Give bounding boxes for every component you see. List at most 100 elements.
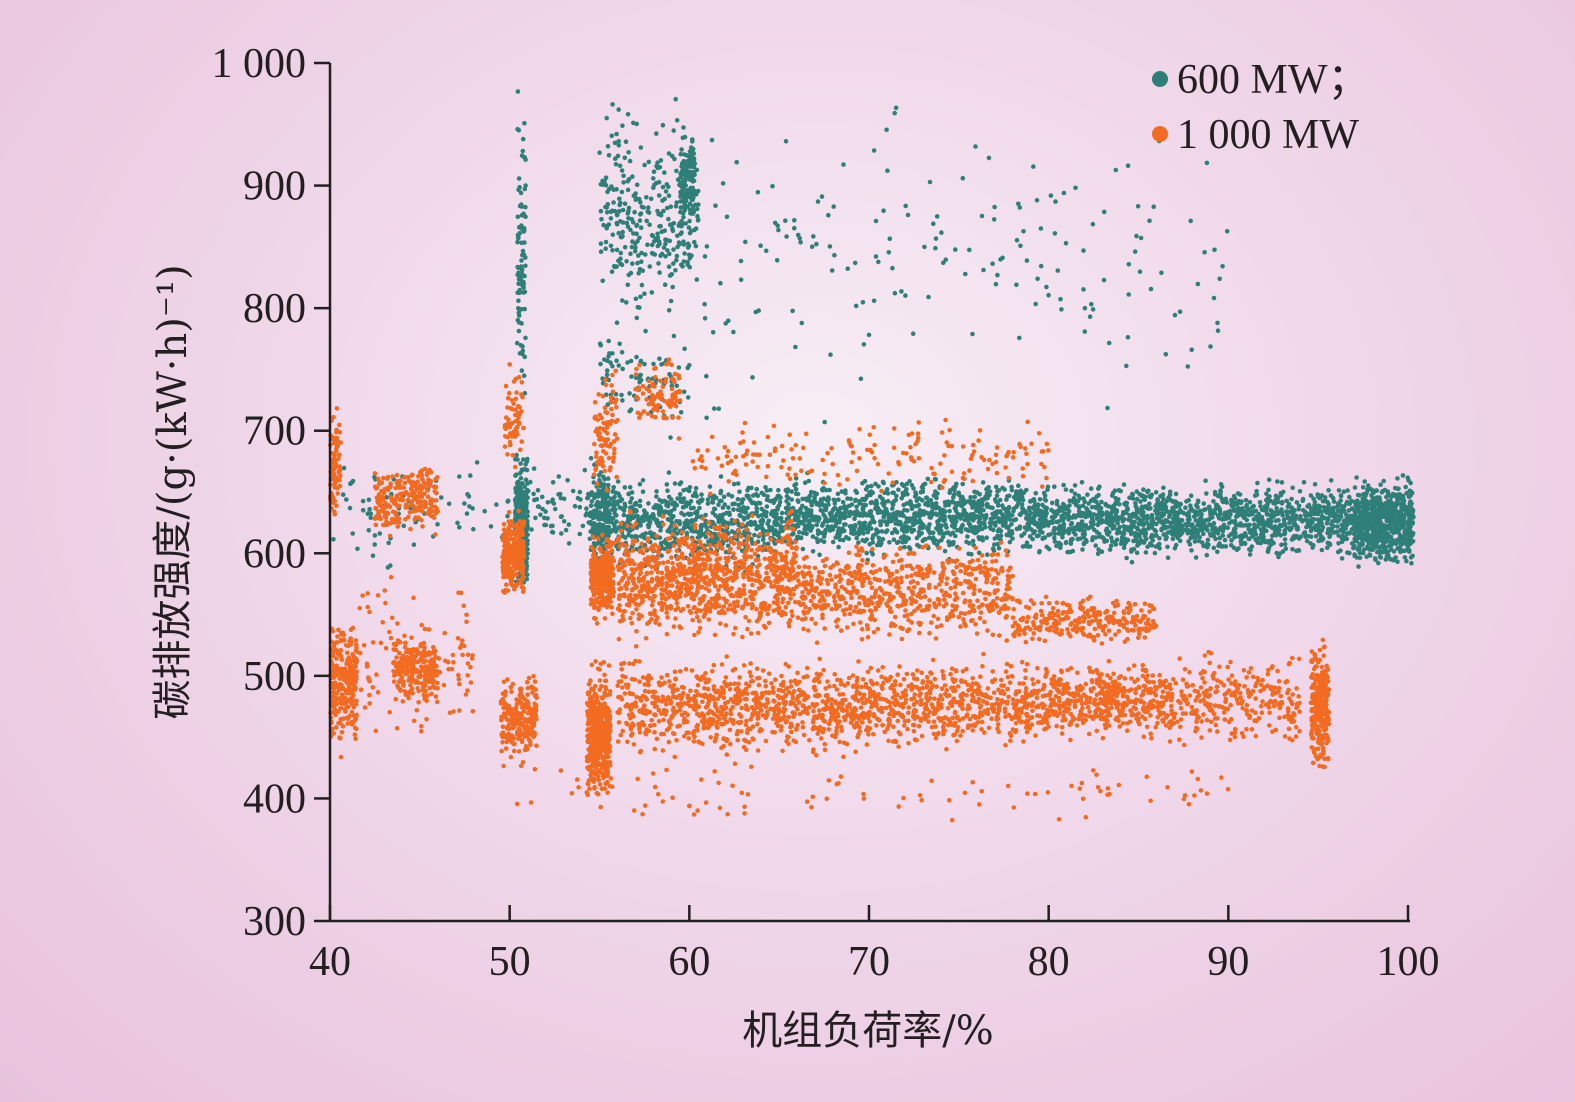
data-point [671, 261, 676, 266]
data-point [1124, 500, 1130, 506]
data-point [841, 162, 846, 167]
data-point [1312, 482, 1318, 487]
data-point [931, 221, 936, 226]
data-point [1282, 537, 1288, 542]
data-point [516, 320, 522, 325]
data-point [1006, 504, 1012, 510]
data-point [1279, 523, 1284, 529]
data-point [1081, 248, 1086, 253]
data-point [821, 534, 827, 539]
data-point [925, 499, 931, 505]
data-point [625, 187, 631, 193]
data-point [1373, 514, 1378, 520]
data-point [881, 208, 886, 213]
data-point [884, 509, 890, 515]
data-point [694, 514, 700, 520]
data-point [593, 523, 599, 529]
data-point [954, 481, 959, 487]
data-point [1037, 497, 1043, 502]
data-point [518, 476, 524, 481]
data-point [1264, 511, 1270, 517]
data-point [909, 506, 915, 512]
data-point [1360, 505, 1366, 510]
data-point [696, 202, 701, 207]
data-point [735, 481, 741, 486]
data-point [602, 528, 608, 533]
data-point [1208, 509, 1213, 515]
data-point [515, 214, 521, 220]
data-point [846, 510, 852, 516]
data-point [657, 497, 662, 503]
data-point [654, 489, 659, 494]
data-point [734, 159, 739, 165]
data-point [1188, 493, 1194, 499]
data-point [947, 490, 952, 496]
data-point [687, 485, 693, 490]
data-point [666, 470, 672, 475]
data-point [691, 156, 697, 161]
data-point [1260, 533, 1265, 538]
data-point [663, 241, 668, 247]
data-point [946, 539, 951, 544]
data-point [651, 169, 657, 174]
data-point [516, 313, 522, 318]
data-point [698, 527, 704, 533]
data-point [1354, 555, 1360, 560]
data-point [610, 232, 616, 237]
data-point [1385, 489, 1390, 494]
data-point [1177, 309, 1183, 315]
data-point [1296, 503, 1302, 509]
data-point [980, 480, 986, 485]
data-point [1061, 521, 1067, 527]
data-point [520, 283, 525, 288]
data-point [1319, 516, 1325, 522]
data-point [1356, 564, 1361, 569]
data-point [1376, 528, 1382, 533]
data-point [1000, 485, 1005, 491]
data-point [1257, 500, 1263, 505]
data-point [913, 503, 919, 509]
data-point [1240, 511, 1245, 517]
data-point [1163, 352, 1169, 357]
data-point [1067, 498, 1073, 504]
data-point [1222, 513, 1227, 519]
data-point [899, 289, 904, 294]
data-point [1177, 533, 1182, 538]
data-point [654, 494, 659, 499]
data-point [677, 492, 683, 497]
data-point [625, 360, 630, 365]
data-point [798, 240, 803, 245]
data-point [1250, 534, 1255, 539]
data-point [854, 490, 860, 496]
data-point [522, 490, 527, 496]
data-point [1016, 483, 1021, 489]
data-point [684, 190, 690, 195]
data-point [870, 536, 875, 541]
data-point [525, 456, 530, 462]
data-point [1354, 475, 1359, 480]
data-point [959, 524, 964, 530]
data-point [810, 534, 816, 539]
data-point [885, 491, 891, 496]
data-point [629, 534, 635, 539]
data-point [1352, 543, 1357, 549]
data-point [625, 112, 631, 117]
data-point [956, 490, 961, 496]
data-point [597, 341, 603, 347]
data-point [615, 153, 621, 159]
data-point [694, 277, 700, 282]
data-point [1410, 521, 1415, 526]
data-point [519, 368, 525, 373]
data-point [591, 511, 596, 516]
data-point [666, 308, 672, 313]
data-point [1268, 512, 1274, 518]
data-point [625, 211, 631, 216]
data-point [608, 216, 614, 221]
data-point [677, 496, 683, 501]
data-point [869, 499, 875, 505]
data-point [700, 532, 706, 537]
data-point [836, 544, 841, 550]
data-point [1033, 507, 1038, 513]
data-point [695, 535, 701, 540]
data-point [992, 497, 998, 502]
